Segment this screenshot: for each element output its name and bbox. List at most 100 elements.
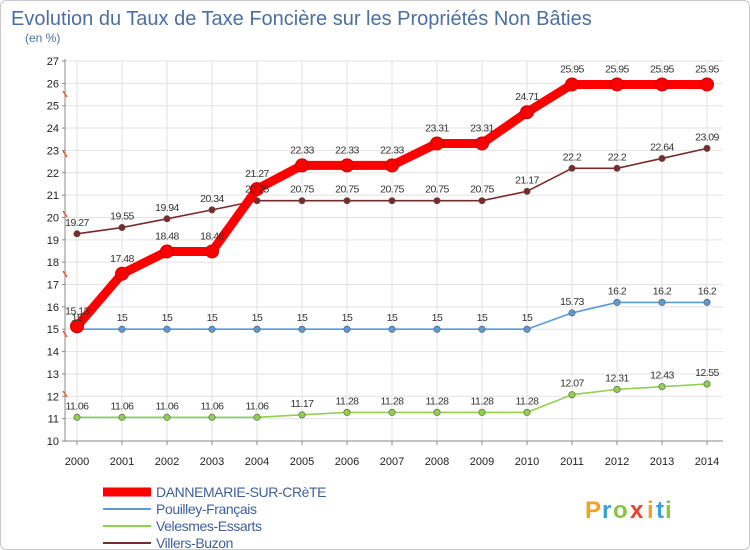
y-tick-label: 18 <box>47 257 59 269</box>
data-point <box>523 325 531 333</box>
data-point <box>613 298 621 306</box>
data-label: 22.64 <box>650 141 674 153</box>
data-label: 21.27 <box>245 168 269 180</box>
data-point <box>655 77 669 92</box>
data-point <box>388 197 396 205</box>
x-tick-label: 2006 <box>335 456 359 468</box>
data-label: 22.33 <box>290 144 314 156</box>
y-tick-label: 22 <box>47 168 59 180</box>
series-2 <box>73 380 711 421</box>
data-label: 16.2 <box>653 285 672 297</box>
legend-label: Pouilley-Français <box>156 501 257 517</box>
data-point <box>163 325 171 333</box>
data-point <box>208 206 216 214</box>
data-point <box>433 197 441 205</box>
data-label: 11.28 <box>381 395 405 407</box>
data-label: 20.75 <box>290 184 314 196</box>
data-label: 20.75 <box>245 184 269 196</box>
data-label: 11.06 <box>156 400 180 412</box>
data-label: 12.07 <box>560 378 584 390</box>
x-tick-label: 2014 <box>695 456 719 468</box>
data-label: 12.55 <box>695 367 719 379</box>
x-tick-label: 2001 <box>110 456 134 468</box>
y-tick-label: 23 <box>47 145 59 157</box>
axis-decoration <box>62 150 68 158</box>
data-label: 19.27 <box>65 217 89 229</box>
data-point <box>73 230 81 238</box>
data-label: 22.33 <box>380 144 404 156</box>
legend-label: DANNEMARIE-SUR-CRèTE <box>156 484 326 500</box>
data-point <box>568 391 576 399</box>
data-label: 19.55 <box>110 211 134 223</box>
data-label: 20.34 <box>200 193 224 205</box>
data-point <box>253 413 261 421</box>
data-label: 19.94 <box>155 202 179 214</box>
data-point <box>70 319 84 334</box>
x-tick-label: 2011 <box>560 456 584 468</box>
data-label: 21.17 <box>515 174 539 186</box>
data-label: 20.75 <box>425 184 449 196</box>
data-label: 15 <box>477 312 488 324</box>
data-point <box>523 408 531 416</box>
chart-title: Evolution du Taux de Taxe Foncière sur l… <box>11 8 592 30</box>
data-point <box>478 325 486 333</box>
data-point <box>478 408 486 416</box>
y-tick-label: 11 <box>48 414 59 426</box>
data-label: 11.06 <box>111 400 135 412</box>
data-point <box>658 298 666 306</box>
data-label: 12.43 <box>650 370 674 382</box>
data-point <box>298 411 306 419</box>
data-point <box>208 413 216 421</box>
data-label: 15 <box>162 312 173 324</box>
axis-decoration <box>62 270 68 278</box>
logo-letter: t <box>656 497 664 524</box>
data-point <box>430 136 444 151</box>
data-point <box>343 325 351 333</box>
data-point <box>388 325 396 333</box>
data-point <box>385 158 399 173</box>
series-3 <box>73 144 711 238</box>
data-label: 11.28 <box>516 395 540 407</box>
data-point <box>700 77 714 92</box>
data-point <box>433 325 441 333</box>
series-1 <box>73 298 711 333</box>
data-point <box>118 325 126 333</box>
y-tick-label: 25 <box>47 101 59 113</box>
data-point <box>298 197 306 205</box>
y-tick-label: 10 <box>47 436 59 448</box>
data-point <box>388 408 396 416</box>
data-label: 20.75 <box>470 184 494 196</box>
data-label: 15.73 <box>560 296 584 308</box>
data-point <box>565 77 579 92</box>
axis-decoration <box>62 390 68 398</box>
axis-decoration <box>62 210 68 218</box>
data-label: 15 <box>72 312 83 324</box>
data-point <box>298 325 306 333</box>
x-tick-label: 2000 <box>65 456 89 468</box>
axis-decoration <box>62 90 68 98</box>
data-point <box>703 298 711 306</box>
data-labels: 15.13 17.48 18.48 18.48 21.27 22.33 22.33 22.33… <box>65 63 720 412</box>
data-label: 25.95 <box>605 63 629 75</box>
data-label: 15 <box>117 312 128 324</box>
logo-letter: r <box>602 497 611 524</box>
y-tick-label: 16 <box>47 302 59 314</box>
data-point <box>253 325 261 333</box>
data-label: 25.95 <box>650 63 674 75</box>
data-point <box>208 325 216 333</box>
data-point <box>658 383 666 391</box>
y-tick-label: 14 <box>47 347 59 359</box>
data-point <box>118 413 126 421</box>
data-point <box>478 197 486 205</box>
data-point <box>610 77 624 92</box>
data-label: 15 <box>207 312 218 324</box>
data-label: 16.2 <box>698 285 717 297</box>
data-point <box>475 136 489 151</box>
data-label: 24.71 <box>515 91 539 103</box>
legend: DANNEMARIE-SUR-CRèTEPouilley-FrançaisVel… <box>103 484 327 550</box>
data-label: 11.28 <box>336 395 360 407</box>
legend-label: Villers-Buzon <box>156 535 233 550</box>
data-point <box>658 154 666 162</box>
data-label: 11.28 <box>426 395 450 407</box>
